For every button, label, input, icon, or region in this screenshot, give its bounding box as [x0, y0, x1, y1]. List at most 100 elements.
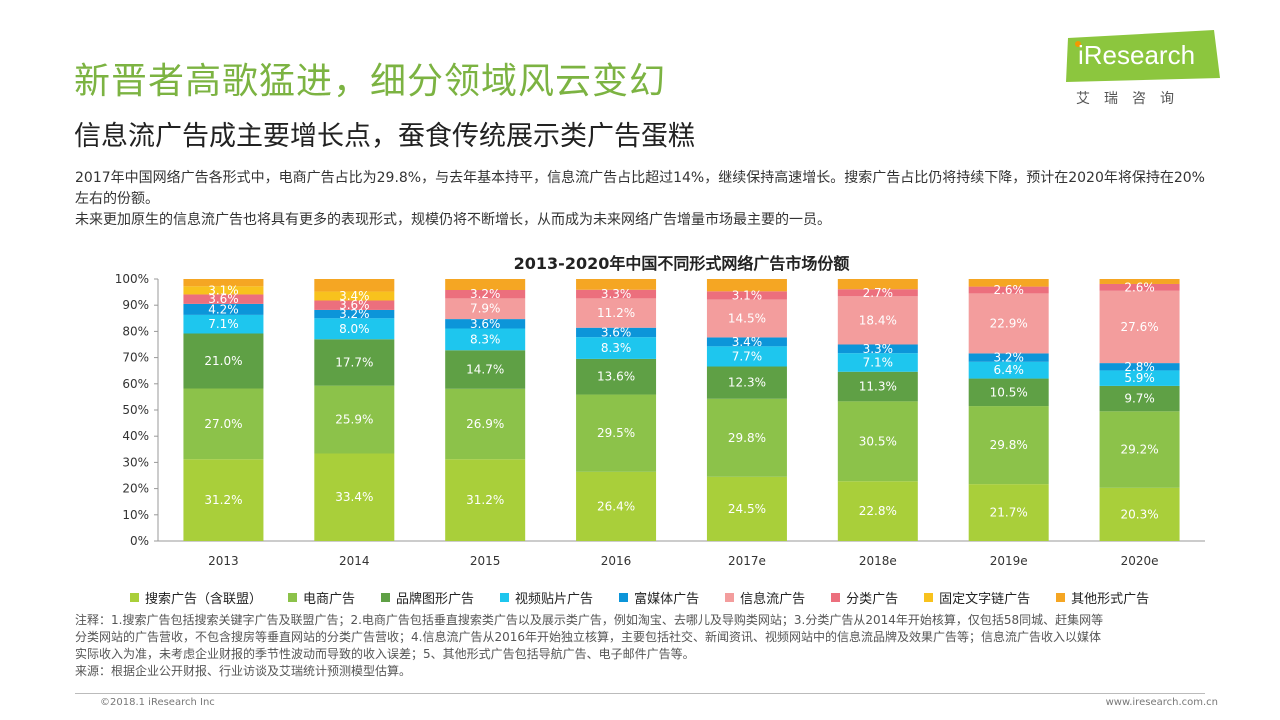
data-label: 17.7% [335, 355, 373, 369]
bar-segment [576, 471, 657, 541]
intro-paragraph: 2017年中国网络广告各形式中，电商广告占比为29.8%，与去年基本持平，信息流… [75, 168, 1215, 231]
legend-item: 信息流广告 [725, 588, 805, 607]
legend-label: 富媒体广告 [634, 592, 700, 607]
bar-segment [314, 309, 395, 319]
bar-segment [314, 339, 395, 386]
bar-segment [968, 279, 1049, 287]
data-label: 10.5% [990, 385, 1028, 399]
data-label: 5.9% [1124, 371, 1155, 385]
bar-segment [183, 294, 264, 304]
note-line-1: 注释：1.搜索广告包括搜索关键字广告及联盟广告；2.电商广告包括垂直搜索类广告以… [75, 613, 1104, 627]
page-title: 新晋者高歌猛进，细分领域风云变幻 [74, 61, 667, 102]
bar-segment [576, 394, 657, 472]
bar-segment [183, 286, 264, 295]
bar-segment [706, 398, 787, 477]
y-tick-label: 100% [115, 272, 149, 286]
bar-segment [837, 289, 918, 297]
legend-label: 品牌图形广告 [396, 592, 475, 607]
bar-segment [1099, 385, 1180, 412]
data-label: 18.4% [859, 313, 897, 327]
y-tick-label: 50% [122, 403, 149, 417]
bar-segment [445, 350, 526, 389]
bar-segment [183, 303, 264, 315]
x-tick-label: 2019e [990, 554, 1028, 568]
y-tick-label: 70% [122, 351, 149, 365]
data-label: 2.6% [1124, 280, 1155, 294]
legend-item: 品牌图形广告 [381, 588, 474, 607]
data-label: 33.4% [335, 490, 373, 504]
bar-segment [576, 298, 657, 328]
bar-segment [314, 291, 395, 301]
iresearch-logo: iResearch 艾瑞咨询 [1064, 30, 1224, 110]
data-label: 9.7% [1124, 392, 1155, 406]
data-label: 3.6% [601, 325, 632, 339]
logo-badge-shape [1066, 30, 1220, 82]
legend-swatch [288, 593, 298, 602]
data-label: 20.3% [1121, 507, 1159, 521]
legend-item: 富媒体广告 [619, 588, 699, 607]
bar-segment [706, 337, 787, 347]
data-label: 21.0% [204, 354, 242, 368]
bar-segment [1099, 290, 1180, 364]
data-label: 14.5% [728, 311, 766, 325]
legend-item: 分类广告 [831, 588, 898, 607]
data-label: 26.9% [466, 417, 504, 431]
bar-segment [183, 388, 264, 460]
legend-label: 电商广告 [303, 592, 356, 607]
legend-swatch [500, 593, 510, 602]
data-label: 14.7% [466, 363, 504, 377]
bar-segment [445, 298, 526, 320]
y-tick-label: 80% [122, 324, 149, 338]
x-tick-label: 2017e [728, 554, 766, 568]
data-label: 11.2% [597, 306, 635, 320]
data-label: 3.1% [732, 288, 763, 302]
legend-swatch [725, 593, 735, 602]
data-label: 24.5% [728, 502, 766, 516]
bar-segment [576, 327, 657, 338]
bar-segment [183, 333, 264, 389]
data-label: 2.8% [1124, 360, 1155, 374]
logo-chinese-name: 艾瑞咨询 [1076, 91, 1188, 107]
x-tick-label: 2013 [208, 554, 239, 568]
data-label: 3.6% [470, 317, 501, 331]
y-tick-label: 30% [122, 455, 149, 469]
y-tick-label: 60% [122, 377, 149, 391]
data-label: 29.8% [990, 438, 1028, 452]
bar-segment [837, 296, 918, 345]
bar-segment [837, 353, 918, 372]
bar-segment [1099, 370, 1180, 386]
logo-wordmark: iResearch [1078, 40, 1196, 70]
bar-segment [837, 401, 918, 482]
bar-segment [576, 279, 657, 290]
bar-segment [837, 279, 918, 290]
data-label: 27.0% [204, 417, 242, 431]
bar-segment [445, 328, 526, 351]
data-label: 22.8% [859, 504, 897, 518]
data-label: 7.1% [208, 317, 239, 331]
data-label: 4.2% [208, 302, 239, 316]
x-tick-label: 2020e [1121, 554, 1159, 568]
bar-segment [445, 459, 526, 541]
data-label: 30.5% [859, 434, 897, 448]
data-label: 13.6% [597, 370, 635, 384]
data-label: 3.4% [339, 289, 370, 303]
legend-swatch [130, 593, 139, 602]
legend-swatch [1056, 593, 1066, 602]
y-tick-label: 0% [130, 534, 149, 548]
footer-divider [75, 693, 1205, 694]
y-tick-label: 90% [122, 298, 149, 312]
data-label: 31.2% [204, 493, 242, 507]
data-label: 3.2% [993, 351, 1024, 365]
footer-url[interactable]: www.iresearch.com.cn [1105, 697, 1218, 708]
bar-segment [1099, 363, 1180, 371]
data-label: 29.8% [728, 431, 766, 445]
bar-segment [445, 290, 526, 299]
data-label: 3.3% [601, 287, 632, 301]
x-tick-label: 2014 [339, 554, 370, 568]
bar-segment [445, 388, 526, 460]
data-label: 3.3% [863, 342, 894, 356]
market-share-chart: 2013-2020年中国不同形式网络广告市场份额 0% 10% 20% 30% 40% 50… [115, 254, 1205, 568]
source-line: 来源：根据企业公开财报、行业访谈及艾瑞统计预测模型估算。 [75, 664, 412, 678]
footer-copyright: ©2018.1 iResearch Inc [100, 697, 215, 708]
legend-swatch [619, 593, 629, 602]
